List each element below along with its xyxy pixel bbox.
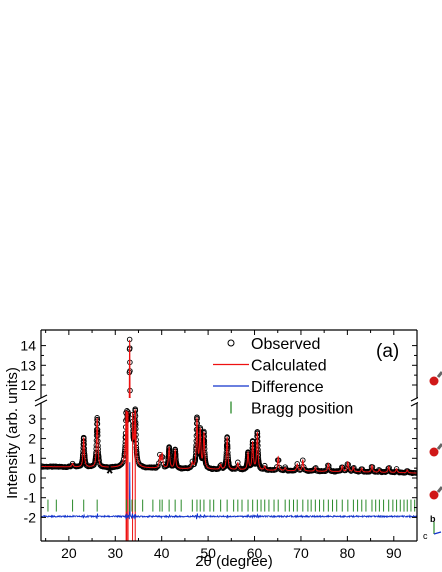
observed-point xyxy=(125,547,130,552)
axis-break-mark xyxy=(34,399,48,407)
y-tick-label: -2 xyxy=(24,509,37,525)
axis-arrow xyxy=(433,531,442,535)
y-tick-label: 14 xyxy=(20,338,36,354)
observed-point xyxy=(130,519,135,524)
axis-break-mark xyxy=(34,394,48,402)
y-axis-label: Intensity (arb. units) xyxy=(4,367,21,499)
x-tick-label: 60 xyxy=(247,545,263,561)
observed-point xyxy=(128,448,133,453)
observed-point xyxy=(126,543,131,548)
x-tick-label: 90 xyxy=(386,545,402,561)
observed-point xyxy=(127,401,132,406)
legend-marker-observed xyxy=(227,339,235,347)
observed-point xyxy=(124,547,129,552)
y-tick-label: 2 xyxy=(28,431,36,447)
x-tick-label: 70 xyxy=(293,545,309,561)
y-tick-label: -1 xyxy=(24,490,37,506)
observed-point xyxy=(119,459,126,465)
x-tick-label: 40 xyxy=(154,545,170,561)
bragg-ticks xyxy=(47,499,416,512)
y-tick-label: 0 xyxy=(28,470,36,486)
observed-point xyxy=(128,471,133,476)
y-tick-label: 3 xyxy=(28,411,36,427)
side-figure-fragment: b c xyxy=(418,328,442,541)
legend-label: Bragg position xyxy=(251,401,353,418)
observed-point xyxy=(129,523,134,528)
panel-label: (a) xyxy=(376,341,399,362)
observed-point xyxy=(128,456,133,461)
observed-point xyxy=(129,525,134,530)
observed-point xyxy=(124,542,129,547)
calculated-line-lower xyxy=(41,409,417,541)
observed-point xyxy=(130,548,135,553)
observed-point xyxy=(126,549,131,554)
observed-point xyxy=(155,463,161,469)
observed-point xyxy=(130,518,135,523)
y-tick-label: 1 xyxy=(28,450,36,466)
observed-point xyxy=(129,520,134,525)
observed-series xyxy=(41,336,417,554)
observed-point xyxy=(128,397,132,398)
observed-point xyxy=(82,460,89,466)
observed-point xyxy=(129,522,134,527)
peak-annotation: * xyxy=(106,464,114,485)
observed-point xyxy=(174,463,180,469)
x-tick-label: 20 xyxy=(61,545,77,561)
atom-sphere xyxy=(429,447,439,457)
x-tick-label: 80 xyxy=(340,545,356,561)
difference-line xyxy=(41,462,417,520)
legend-label: Calculated xyxy=(251,358,327,375)
legend-label: Difference xyxy=(251,379,324,396)
x-tick-label: 50 xyxy=(200,545,216,561)
x-tick-label: 30 xyxy=(107,545,123,561)
atom-sphere xyxy=(429,376,439,386)
legend-label: Observed xyxy=(251,336,320,353)
axes-frame xyxy=(34,329,424,542)
y-tick-label: 13 xyxy=(20,357,36,373)
x-axis-label: 2θ (degree) xyxy=(195,553,273,570)
axis-letter: c xyxy=(423,531,428,541)
observed-point xyxy=(130,518,135,523)
atom-sphere xyxy=(429,490,439,500)
axis-letter: b xyxy=(430,514,436,524)
observed-point xyxy=(126,547,131,552)
observed-point xyxy=(294,461,300,467)
y-tick-label: 12 xyxy=(20,377,36,393)
observed-lower xyxy=(41,406,417,477)
legend: Observed Calculated Difference Bragg positi… xyxy=(213,336,353,418)
